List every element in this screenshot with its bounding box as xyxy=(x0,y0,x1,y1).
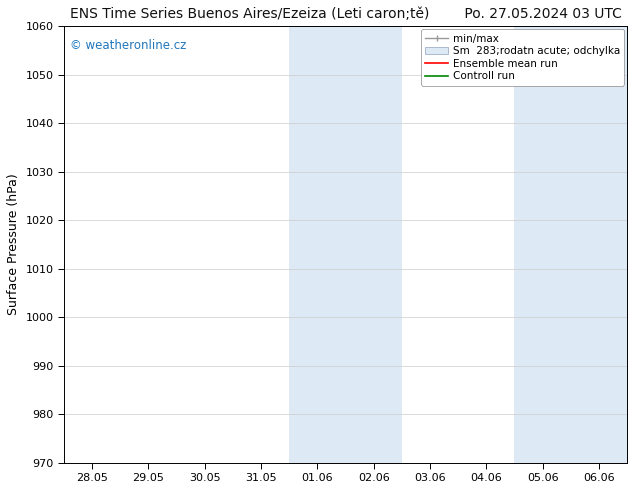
Text: © weatheronline.cz: © weatheronline.cz xyxy=(70,39,186,52)
Legend: min/max, Sm  283;rodatn acute; odchylka, Ensemble mean run, Controll run: min/max, Sm 283;rodatn acute; odchylka, … xyxy=(421,29,624,86)
Title: ENS Time Series Buenos Aires/Ezeiza (Leti caron;tě)        Po. 27.05.2024 03 UTC: ENS Time Series Buenos Aires/Ezeiza (Let… xyxy=(70,7,621,21)
Bar xyxy=(514,26,627,463)
Y-axis label: Surface Pressure (hPa): Surface Pressure (hPa) xyxy=(7,173,20,316)
Bar xyxy=(289,26,402,463)
